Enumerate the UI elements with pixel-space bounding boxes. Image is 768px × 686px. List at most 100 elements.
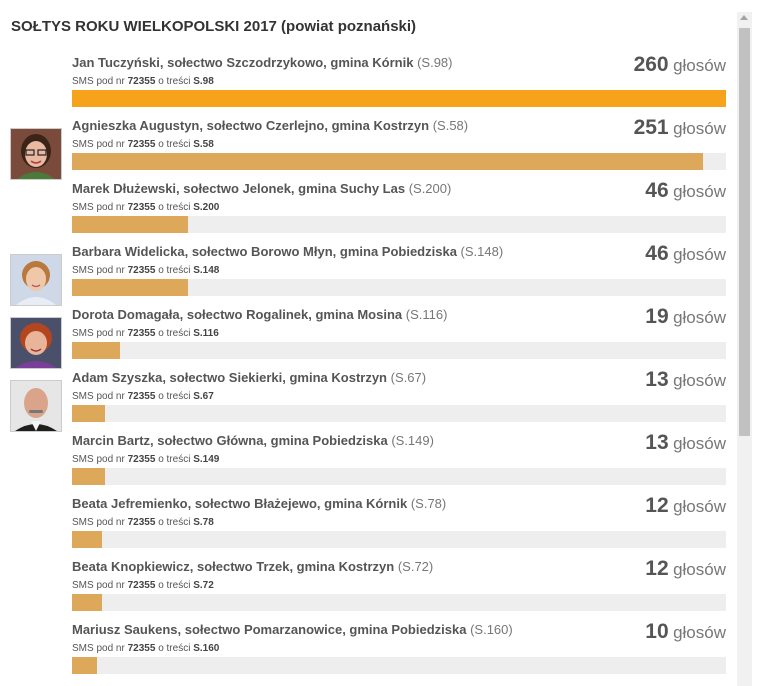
vote-count: 10 głosów [645, 620, 726, 644]
vote-number: 10 [645, 620, 669, 643]
candidate-code: (S.58) [432, 118, 469, 133]
vote-label: głosów [673, 182, 726, 201]
candidate-list: Jan Tuczyński, sołectwo Szczodrzykowo, g… [0, 48, 736, 678]
candidate-name-text: Beata Knopkiewicz, sołectwo Trzek, gmina… [72, 559, 395, 574]
vote-number: 12 [645, 557, 669, 580]
sms-code: S.72 [193, 580, 214, 591]
vote-label: głosów [673, 245, 726, 264]
candidate-name[interactable]: Beata Jefremienko, sołectwo Błażejewo, g… [72, 496, 446, 511]
sms-number: 72355 [127, 328, 156, 339]
vote-count: 12 głosów [645, 494, 726, 518]
candidate-name[interactable]: Barbara Widelicka, sołectwo Borowo Młyn,… [72, 244, 503, 259]
vote-bar-track [72, 342, 726, 359]
vote-label: głosów [673, 371, 726, 390]
sms-prefix: SMS pod nr [72, 76, 125, 87]
sms-code: S.78 [193, 517, 214, 528]
man-bald-mustache-icon [10, 380, 62, 432]
sms-code: S.67 [193, 391, 214, 402]
candidate-row: Mariusz Saukens, sołectwo Pomarzanowice,… [0, 615, 736, 678]
candidate-name[interactable]: Adam Szyszka, sołectwo Siekierki, gmina … [72, 370, 426, 385]
sms-number: 72355 [127, 76, 156, 87]
vote-bar-fill [72, 90, 726, 107]
scroll-up-arrow-icon[interactable] [740, 15, 748, 20]
candidate-name-text: Adam Szyszka, sołectwo Siekierki, gmina … [72, 370, 388, 385]
candidate-name-text: Mariusz Saukens, sołectwo Pomarzanowice,… [72, 622, 467, 637]
scrollbar-thumb[interactable] [739, 28, 750, 436]
sms-middle: o treści [158, 454, 191, 465]
sms-number: 72355 [127, 391, 156, 402]
sms-middle: o treści [158, 139, 191, 150]
sms-number: 72355 [127, 643, 156, 654]
vertical-scrollbar[interactable] [737, 12, 752, 686]
vote-bar-track [72, 153, 726, 170]
candidate-name[interactable]: Mariusz Saukens, sołectwo Pomarzanowice,… [72, 622, 513, 637]
vote-label: głosów [673, 119, 726, 138]
candidate-row: Dorota Domagała, sołectwo Rogalinek, gmi… [0, 300, 736, 369]
candidate-name[interactable]: Beata Knopkiewicz, sołectwo Trzek, gmina… [72, 559, 433, 574]
sms-prefix: SMS pod nr [72, 328, 125, 339]
candidate-code: (S.67) [390, 370, 427, 385]
vote-bar-fill [72, 342, 120, 359]
candidate-name[interactable]: Marek Dłużewski, sołectwo Jelonek, gmina… [72, 181, 451, 196]
sms-code: S.148 [193, 265, 220, 276]
sms-code: S.149 [193, 454, 220, 465]
sms-prefix: SMS pod nr [72, 139, 125, 150]
vote-bar-fill [72, 468, 105, 485]
vote-count: 46 głosów [645, 242, 726, 266]
sms-instruction: SMS pod nr 72355 o treści S.72 [72, 580, 214, 591]
vote-bar-track [72, 405, 726, 422]
sms-middle: o treści [158, 202, 191, 213]
candidate-name[interactable]: Jan Tuczyński, sołectwo Szczodrzykowo, g… [72, 55, 452, 70]
sms-number: 72355 [127, 139, 156, 150]
vote-bar-fill [72, 531, 103, 548]
sms-instruction: SMS pod nr 72355 o treści S.200 [72, 202, 219, 213]
sms-instruction: SMS pod nr 72355 o treści S.78 [72, 517, 214, 528]
candidate-code: (S.116) [405, 307, 448, 322]
vote-number: 251 [633, 116, 669, 139]
vote-label: głosów [673, 434, 726, 453]
vote-number: 46 [645, 179, 669, 202]
vote-bar-fill [72, 405, 105, 422]
candidate-code: (S.149) [391, 433, 434, 448]
vote-count: 260 głosów [634, 53, 726, 77]
candidate-name-text: Beata Jefremienko, sołectwo Błażejewo, g… [72, 496, 408, 511]
woman-light-hair-icon [10, 254, 62, 306]
candidate-name[interactable]: Agnieszka Augustyn, sołectwo Czerlejno, … [72, 118, 468, 133]
vote-number: 12 [645, 494, 669, 517]
sms-prefix: SMS pod nr [72, 202, 125, 213]
candidate-name-text: Jan Tuczyński, sołectwo Szczodrzykowo, g… [72, 55, 414, 70]
vote-bar-track [72, 468, 726, 485]
sms-prefix: SMS pod nr [72, 643, 125, 654]
sms-instruction: SMS pod nr 72355 o treści S.67 [72, 391, 214, 402]
sms-number: 72355 [127, 517, 156, 528]
sms-number: 72355 [127, 265, 156, 276]
vote-number: 19 [645, 305, 669, 328]
sms-middle: o treści [158, 391, 191, 402]
sms-middle: o treści [158, 517, 191, 528]
candidate-row: Adam Szyszka, sołectwo Siekierki, gmina … [0, 363, 736, 432]
vote-bar-fill [72, 279, 188, 296]
sms-code: S.160 [193, 643, 220, 654]
vote-count: 13 głosów [645, 431, 726, 455]
sms-code: S.98 [193, 76, 214, 87]
candidate-row: Jan Tuczyński, sołectwo Szczodrzykowo, g… [0, 48, 736, 111]
vote-number: 13 [645, 368, 669, 391]
vote-bar-track [72, 90, 726, 107]
vote-count: 251 głosów [634, 116, 726, 140]
vote-label: głosów [673, 308, 726, 327]
sms-instruction: SMS pod nr 72355 o treści S.58 [72, 139, 214, 150]
candidate-name[interactable]: Dorota Domagała, sołectwo Rogalinek, gmi… [72, 307, 447, 322]
candidate-name[interactable]: Marcin Bartz, sołectwo Główna, gmina Pob… [72, 433, 434, 448]
sms-prefix: SMS pod nr [72, 454, 125, 465]
candidate-row: Marek Dłużewski, sołectwo Jelonek, gmina… [0, 174, 736, 237]
vote-bar-fill [72, 216, 188, 233]
sms-instruction: SMS pod nr 72355 o treści S.98 [72, 76, 214, 87]
vote-bar-track [72, 657, 726, 674]
sms-middle: o treści [158, 328, 191, 339]
vote-label: głosów [673, 56, 726, 75]
vote-number: 46 [645, 242, 669, 265]
vote-bar-track [72, 216, 726, 233]
sms-instruction: SMS pod nr 72355 o treści S.116 [72, 328, 219, 339]
woman-red-hair-icon [10, 317, 62, 369]
candidate-row: Beata Jefremienko, sołectwo Błażejewo, g… [0, 489, 736, 552]
